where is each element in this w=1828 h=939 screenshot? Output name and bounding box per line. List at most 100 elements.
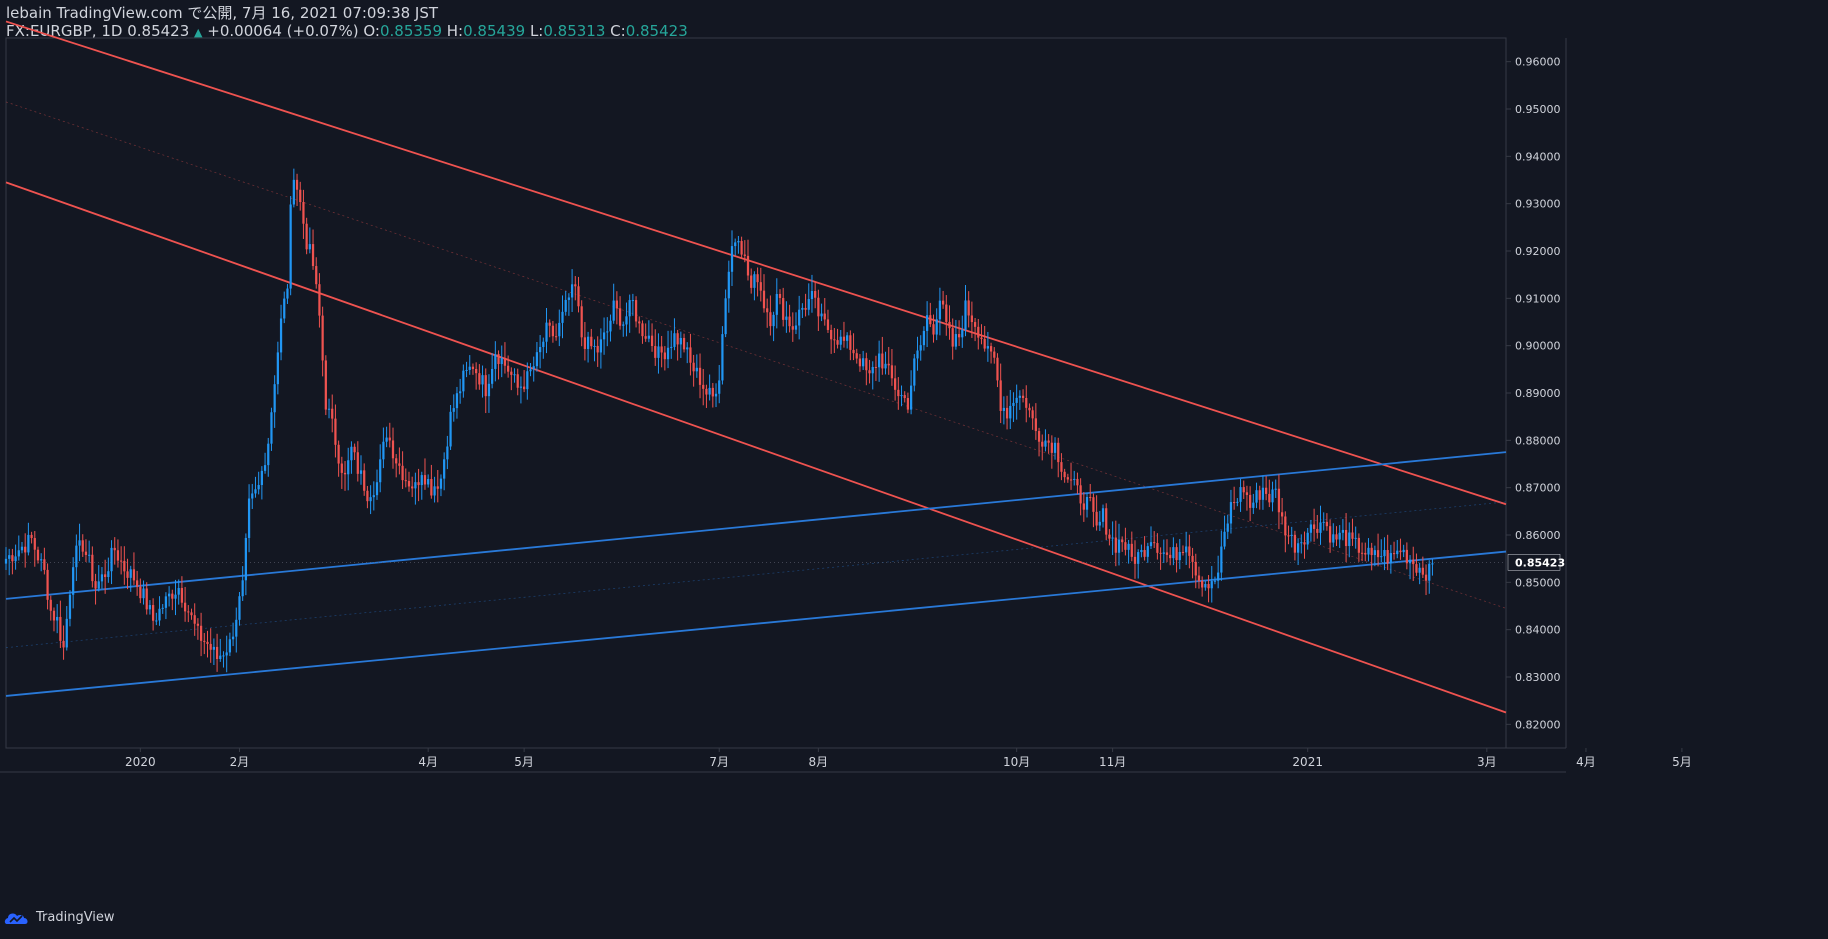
candle-body (68, 594, 72, 619)
brand-label[interactable]: TradingView (36, 910, 115, 925)
footer: TradingView (4, 910, 115, 925)
candle-body (634, 300, 638, 322)
candle-body (4, 558, 8, 564)
candle-body (849, 335, 852, 350)
candle-body (155, 620, 158, 622)
candle-body (670, 346, 673, 348)
candle (334, 404, 337, 458)
tradingview-logo-icon[interactable] (4, 911, 30, 925)
candle (740, 236, 743, 259)
candle (251, 483, 254, 509)
candle (1399, 538, 1402, 560)
symbol-label[interactable]: FX:EURGBP, 1D (6, 22, 123, 40)
candle-body (801, 307, 804, 310)
candle-body (1015, 397, 1018, 403)
price-tick-label: 0.85000 (1515, 576, 1561, 589)
candle-body (663, 352, 666, 360)
candle (1380, 539, 1383, 563)
candle-body (209, 643, 212, 650)
candle-body (535, 352, 539, 367)
candle-body (241, 580, 244, 597)
candle-body (148, 605, 152, 610)
candle-body (11, 555, 14, 562)
candle-body (139, 586, 142, 599)
candle (1412, 546, 1415, 581)
candle (407, 471, 411, 492)
candle (375, 469, 379, 500)
open-label: O: (363, 22, 380, 40)
candle (523, 370, 526, 393)
candle-body (737, 241, 740, 243)
candle (1101, 504, 1105, 528)
candle-body (932, 324, 935, 335)
price-tick-label: 0.94000 (1515, 150, 1561, 163)
candle (1114, 520, 1117, 567)
candle-body (433, 486, 436, 496)
candle (887, 346, 890, 375)
candle (299, 181, 302, 211)
candle-body (868, 370, 871, 374)
candle-body (1057, 442, 1060, 463)
candle (443, 452, 446, 491)
candle (1405, 542, 1408, 570)
price-tick-label: 0.92000 (1515, 245, 1561, 258)
candle (46, 563, 49, 610)
candle (1428, 560, 1431, 594)
candle (1325, 513, 1329, 531)
candle-body (187, 611, 190, 613)
candle (1229, 489, 1233, 534)
candle-body (84, 551, 88, 555)
candle (753, 271, 756, 301)
candle-body (1412, 559, 1415, 565)
candle-body (698, 367, 702, 385)
candle (510, 367, 513, 391)
candle (427, 474, 430, 488)
candle-body (980, 337, 983, 340)
candle (1178, 539, 1181, 570)
candle (1364, 542, 1367, 562)
candle-body (1034, 418, 1037, 432)
candle (1117, 523, 1121, 566)
candle (481, 365, 484, 398)
candle-body (1229, 502, 1233, 524)
candle-body (1210, 581, 1213, 589)
candle-body (292, 179, 295, 205)
candle (1121, 536, 1124, 552)
candle-body (900, 395, 903, 397)
candle-body (756, 274, 759, 283)
candle-body (1328, 526, 1332, 543)
candle-body (1274, 488, 1277, 490)
candle (1309, 519, 1313, 542)
candle (1328, 519, 1332, 553)
candle-body (420, 475, 423, 486)
candle-body (986, 346, 989, 349)
candle-body (20, 546, 24, 551)
candle-body (1005, 407, 1009, 419)
candle-body (1175, 547, 1178, 561)
candle-body (1380, 556, 1383, 558)
candle (750, 268, 753, 294)
time-tick-label: 2月 (230, 755, 250, 769)
candle-body (1239, 487, 1242, 502)
candle-body (267, 443, 270, 466)
candle (302, 189, 305, 239)
candle (1239, 478, 1242, 512)
candle-body (1101, 508, 1105, 522)
candle-body (276, 352, 279, 385)
candle-body (340, 463, 343, 473)
candle (1082, 491, 1085, 522)
candle (279, 304, 283, 361)
candle-body (919, 345, 922, 351)
candle-body (177, 588, 180, 595)
candle (359, 455, 363, 485)
candle (88, 540, 91, 563)
candle-body (1367, 547, 1370, 555)
candle-body (925, 315, 929, 331)
candle (698, 353, 702, 399)
candle (1073, 470, 1076, 486)
candle (529, 363, 532, 377)
candle-body (238, 596, 241, 620)
candle (746, 239, 750, 281)
candle-body (1268, 493, 1271, 503)
